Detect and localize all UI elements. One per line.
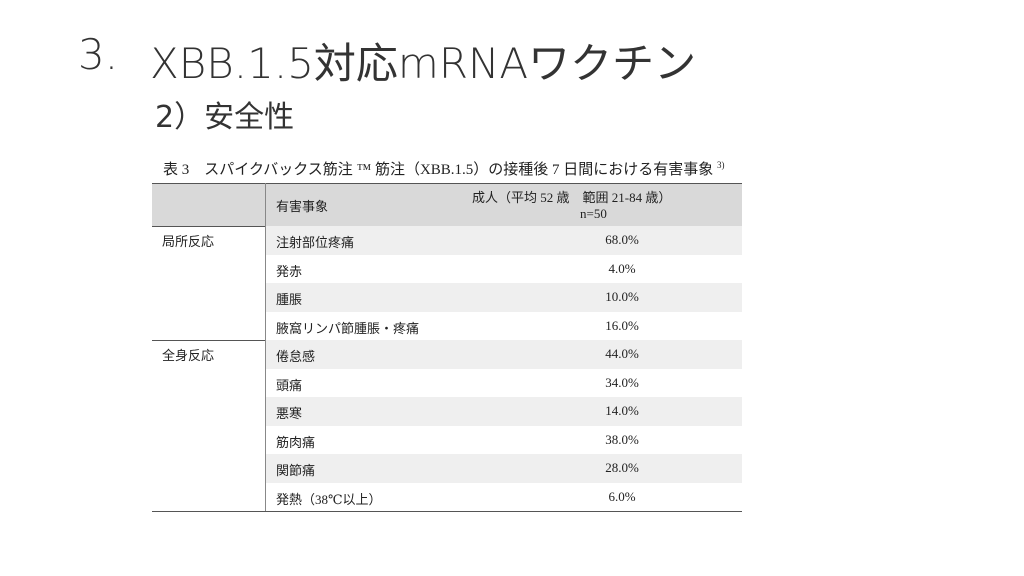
table-row	[265, 226, 742, 255]
value-cell: 38.0%	[605, 431, 639, 447]
title-number: 3.	[78, 30, 119, 79]
table-row	[265, 454, 742, 483]
value-cell: 4.0%	[608, 260, 636, 276]
title: XBB.1.5対応mRNAワクチン	[150, 39, 697, 88]
table-header: 有害事象 成人（平均 52 歳 範囲 21-84 歳） n=50	[152, 183, 742, 227]
event-cell: 悪寒	[276, 406, 303, 421]
group-label: 全身反応	[162, 348, 215, 363]
column-divider	[265, 340, 266, 511]
value-cell: 34.0%	[605, 374, 639, 390]
caption-text: 表 3 スパイクバックス筋注 ™ 筋注（XBB.1.5）の接種後 7 日間におけ…	[163, 162, 714, 178]
group-divider	[152, 511, 742, 512]
event-cell: 腋窩リンパ節腫脹・疼痛	[276, 320, 420, 336]
column-divider	[265, 183, 266, 226]
subtitle: 2）安全性	[155, 100, 295, 135]
event-cell: 発赤	[276, 263, 303, 279]
value-cell: 6.0%	[608, 488, 636, 504]
event-cell: 頭痛	[276, 377, 303, 393]
table-row	[265, 397, 742, 426]
table-row	[265, 340, 742, 369]
event-cell: 発熱（38℃以上）	[276, 491, 382, 507]
value-cell: 28.0%	[605, 460, 639, 475]
table-row	[265, 369, 742, 398]
header-event: 有害事象	[276, 199, 329, 214]
caption-ref: 3)	[717, 160, 725, 170]
header-n: n=50	[580, 206, 607, 221]
value-cell: 16.0%	[605, 317, 639, 333]
table-row	[265, 283, 742, 312]
header-group: 成人（平均 52 歳 範囲 21-84 歳）	[472, 190, 672, 205]
column-divider	[265, 226, 266, 340]
event-cell: 関節痛	[276, 463, 316, 478]
table-row	[265, 255, 742, 284]
value-cell: 14.0%	[605, 403, 639, 418]
table-caption: 表 3 スパイクバックス筋注 ™ 筋注（XBB.1.5）の接種後 7 日間におけ…	[163, 158, 725, 179]
event-cell: 倦怠感	[276, 349, 316, 364]
event-cell: 注射部位疼痛	[276, 235, 355, 250]
group-label: 局所反応	[162, 234, 215, 249]
event-cell: 筋肉痛	[276, 434, 316, 450]
value-cell: 10.0%	[605, 289, 639, 304]
table-row	[265, 426, 742, 455]
event-cell: 腫脹	[276, 292, 303, 307]
value-cell: 44.0%	[605, 346, 639, 361]
value-cell: 68.0%	[605, 232, 639, 247]
